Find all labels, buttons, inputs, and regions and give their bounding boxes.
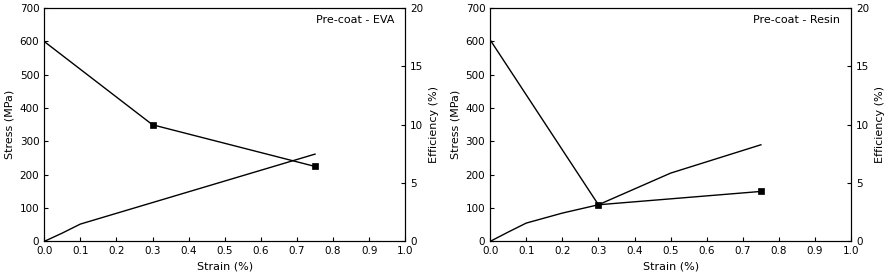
X-axis label: Strain (%): Strain (%) [643, 262, 699, 272]
Y-axis label: Efficiency (%): Efficiency (%) [429, 86, 439, 163]
Y-axis label: Stress (MPa): Stress (MPa) [450, 90, 460, 160]
Text: Pre-coat - Resin: Pre-coat - Resin [753, 15, 840, 25]
Y-axis label: Efficiency (%): Efficiency (%) [875, 86, 885, 163]
Y-axis label: Stress (MPa): Stress (MPa) [4, 90, 14, 160]
Text: Pre-coat - EVA: Pre-coat - EVA [316, 15, 395, 25]
X-axis label: Strain (%): Strain (%) [196, 262, 252, 272]
